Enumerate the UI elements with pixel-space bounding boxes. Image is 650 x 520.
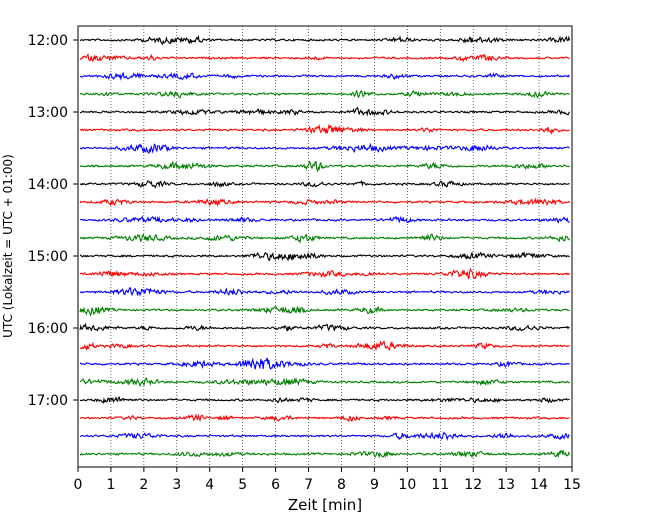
trace-row — [79, 142, 570, 155]
y-tick-label: 13:00 — [28, 105, 68, 121]
trace-row — [79, 52, 570, 63]
y-tick-label: 14:00 — [28, 177, 68, 193]
trace-row — [79, 449, 571, 459]
x-tick-label: 6 — [271, 477, 280, 493]
trace-row — [79, 106, 571, 117]
trace-row — [79, 72, 571, 81]
x-tick-label: 7 — [304, 477, 313, 493]
trace-row — [79, 431, 570, 442]
trace-row — [79, 197, 571, 207]
x-tick-label: 8 — [337, 477, 346, 493]
trace-row — [79, 377, 570, 388]
trace-row — [79, 413, 570, 423]
x-tick-label: 1 — [106, 477, 115, 493]
trace-row — [79, 396, 570, 404]
y-tick-label: 12:00 — [28, 33, 68, 49]
trace-row — [79, 179, 570, 189]
traces — [79, 34, 571, 459]
trace-row — [79, 233, 571, 245]
x-tick-label: 0 — [74, 477, 83, 493]
y-tick-label: 15:00 — [28, 249, 68, 265]
y-tick-label: 16:00 — [28, 321, 68, 337]
x-tick-label: 2 — [139, 477, 148, 493]
trace-row — [79, 123, 570, 136]
x-tick-label: 10 — [398, 477, 416, 493]
trace-row — [79, 250, 570, 262]
x-tick-label: 12 — [464, 477, 482, 493]
trace-row — [79, 34, 571, 46]
x-tick-label: 15 — [563, 477, 581, 493]
y-tick-label: 17:00 — [28, 393, 68, 409]
trace-row — [79, 339, 570, 352]
trace-row — [79, 322, 570, 332]
x-tick-label: 4 — [205, 477, 214, 493]
trace-row — [79, 215, 570, 224]
trace-row — [79, 357, 570, 370]
x-tick-label: 11 — [431, 477, 449, 493]
x-tick-label: 3 — [172, 477, 181, 493]
trace-row — [79, 89, 570, 99]
x-tick-label: 5 — [238, 477, 247, 493]
trace-row — [79, 305, 570, 317]
plot-frame — [77, 25, 573, 468]
x-axis: 0 1 2 3 4 5 6 7 8 9 10 11 12 13 14 15 — [74, 467, 581, 493]
trace-row — [79, 287, 570, 297]
trace-row — [79, 267, 570, 280]
x-axis-label: Zeit [min] — [288, 496, 362, 514]
x-tick-label: 9 — [370, 477, 379, 493]
trace-row — [79, 160, 570, 173]
y-axis-label: UTC (Lokalzeit = UTC + 01:00) — [1, 154, 15, 338]
x-tick-label: 14 — [530, 477, 548, 493]
x-tick-label: 13 — [497, 477, 515, 493]
y-axis: 12:00 13:00 14:00 15:00 16:00 17:00 — [28, 33, 78, 409]
